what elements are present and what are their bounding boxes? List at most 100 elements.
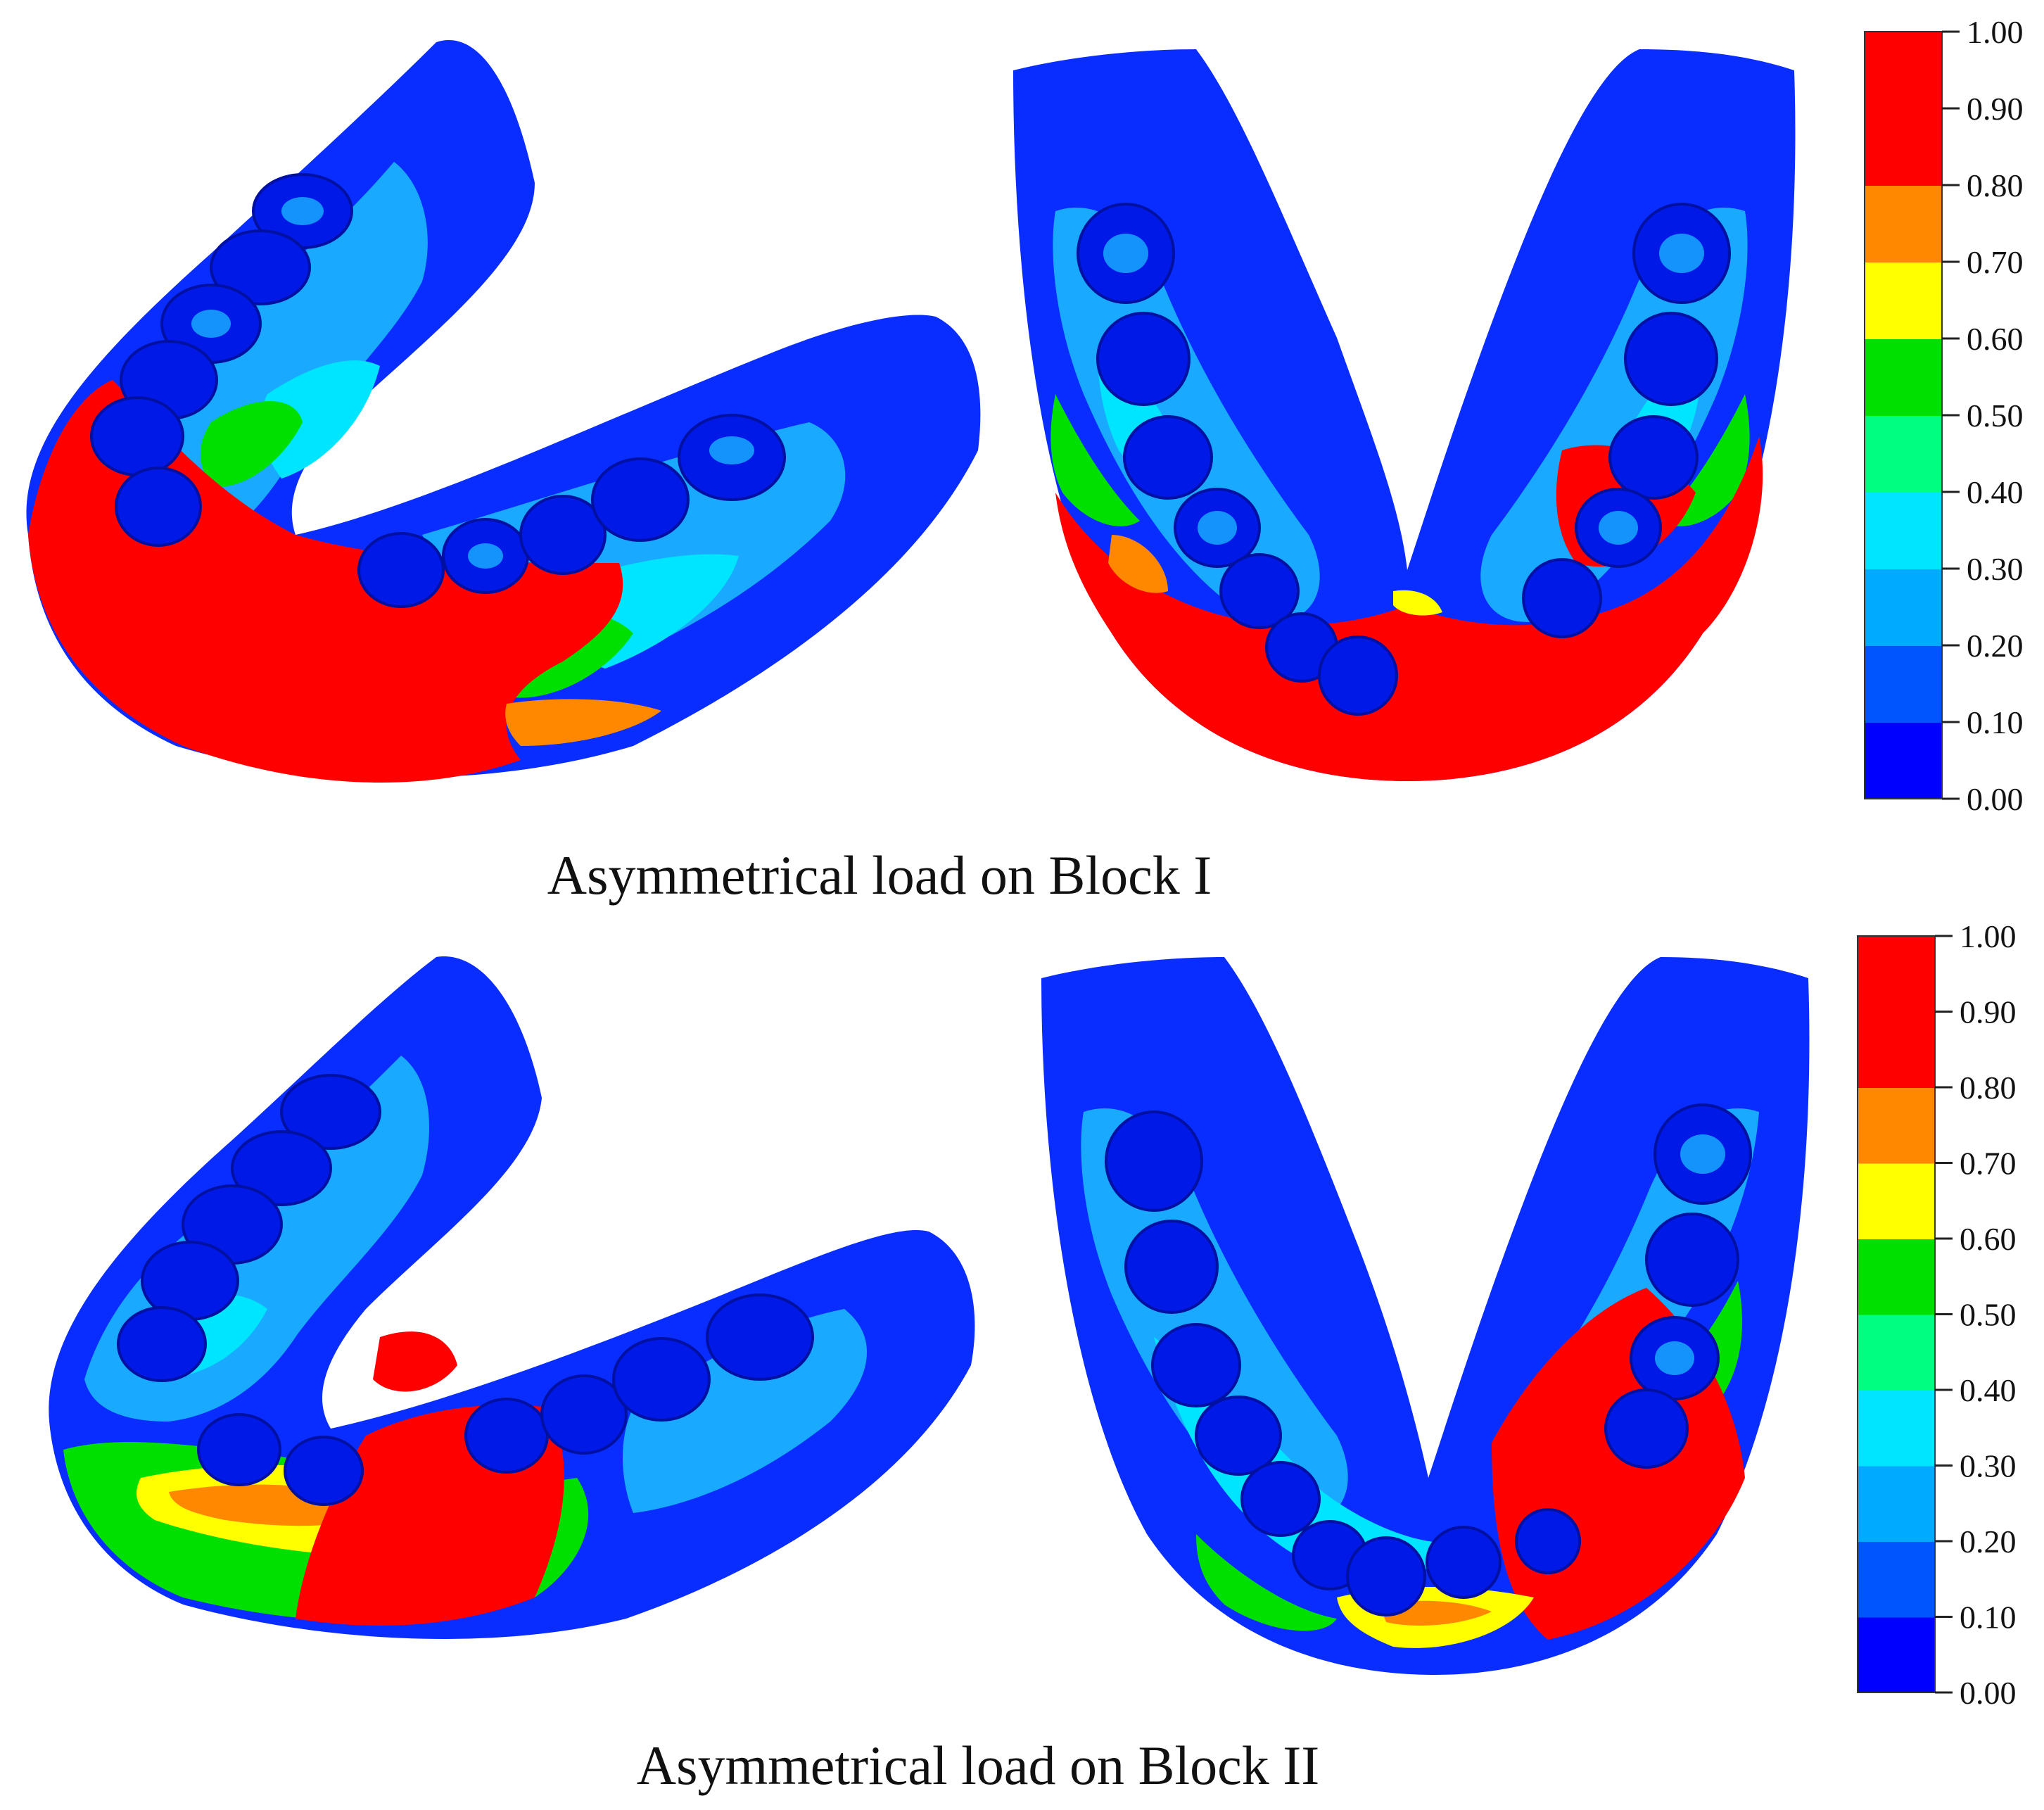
tooth	[197, 1413, 281, 1486]
colorbar-swatch	[1865, 338, 1942, 416]
colorbar-tick-label: 0.70	[1960, 1146, 2017, 1182]
panel-block-2: 1.00 0.90 0.80 0.70 0.60 0.50 0.40 0.30 0.20 0.10…	[49, 918, 2017, 1796]
panel-block-1: 1.00 0.90 0.80 0.70 0.60 0.50 0.40 0.30 0.20 0.10…	[26, 14, 2024, 906]
colorbar-ticks: 1.00 0.90 0.80 0.70 0.60 0.50 0.40 0.30 0.20 0.10…	[1942, 14, 2024, 817]
colorbar-swatch	[1858, 1011, 1935, 1088]
colorbar-swatch	[1858, 1465, 1935, 1542]
region-green	[1050, 394, 1140, 526]
colorbar-tick-label: 0.10	[1960, 1600, 2017, 1635]
panel-caption: Asymmetrical load on Block II	[637, 1735, 1319, 1796]
colorbar-swatches	[1858, 936, 1935, 1693]
colorbar-tick-label: 0.10	[1967, 704, 2024, 740]
colorbar-tick-label: 0.80	[1967, 167, 2024, 203]
region-orange	[1108, 535, 1168, 593]
tooth	[612, 1337, 711, 1422]
colorbar-swatch	[1858, 1087, 1935, 1164]
region-yellow	[1393, 590, 1442, 616]
oblique-splint-model	[26, 39, 981, 783]
tooth	[1219, 553, 1300, 629]
colorbar-swatches	[1865, 32, 1942, 799]
colorbar-tick-label: 0.20	[1967, 628, 2024, 664]
tooth	[280, 1074, 381, 1150]
tooth	[1515, 1508, 1581, 1574]
colorbar-swatch	[1858, 1541, 1935, 1618]
colorbar-ticks: 1.00 0.90 0.80 0.70 0.60 0.50 0.40 0.30 0.20 0.10…	[1935, 918, 2017, 1711]
tooth	[464, 1398, 549, 1474]
tooth	[706, 1293, 814, 1381]
colorbar-tick-label: 0.00	[1960, 1675, 2017, 1711]
tooth	[115, 467, 202, 547]
colorbar-swatch	[1858, 1390, 1935, 1467]
colorbar-swatch	[1858, 1314, 1935, 1391]
region-red-2	[373, 1331, 457, 1392]
occlusal-splint-model	[1013, 49, 1796, 781]
occlusal-splint-model	[1041, 957, 1810, 1675]
tooth	[284, 1436, 364, 1506]
region-cyan	[260, 360, 380, 479]
colorbar-tick-label: 1.00	[1960, 918, 2017, 954]
tooth	[1096, 312, 1191, 406]
tooth	[1604, 1388, 1689, 1469]
colorbar-tick-label: 0.30	[1967, 551, 2024, 587]
colorbar: 1.00 0.90 0.80 0.70 0.60 0.50 0.40 0.30 0.20 0.10…	[1857, 918, 2017, 1711]
region-light-blue-2	[1480, 208, 1748, 622]
colorbar-swatch	[1865, 722, 1942, 799]
colorbar-tick-label: 0.30	[1960, 1448, 2017, 1484]
region-light-blue	[1081, 1108, 1348, 1523]
region-orange	[505, 699, 661, 746]
tooth	[1645, 1213, 1739, 1307]
colorbar-swatch	[1865, 262, 1942, 339]
colorbar-swatch	[1865, 645, 1942, 723]
colorbar-tick-label: 0.60	[1967, 321, 2024, 357]
colorbar-tick-label: 0.80	[1960, 1070, 2017, 1106]
tooth	[540, 1374, 628, 1455]
tooth	[1240, 1461, 1321, 1537]
colorbar-tick-label: 0.50	[1967, 398, 2024, 433]
tooth	[1426, 1526, 1502, 1599]
tooth	[1522, 558, 1602, 638]
colorbar: 1.00 0.90 0.80 0.70 0.60 0.50 0.40 0.30 0.20 0.10…	[1864, 14, 2024, 817]
tooth	[1195, 1396, 1282, 1476]
region-green	[201, 401, 303, 487]
tooth	[117, 1306, 207, 1382]
colorbar-tick-label: 1.00	[1967, 14, 2024, 50]
tooth	[231, 1130, 332, 1206]
tooth	[1624, 312, 1718, 406]
colorbar-tick-label: 0.20	[1960, 1524, 2017, 1559]
colorbar-swatch	[1865, 569, 1942, 646]
tooth	[90, 396, 184, 476]
teeth-row	[1105, 1103, 1752, 1616]
panel-caption: Asymmetrical load on Block I	[547, 844, 1212, 906]
colorbar-tick-label: 0.40	[1960, 1372, 2017, 1408]
colorbar-swatch	[1858, 1239, 1935, 1315]
colorbar-tick-label: 0.70	[1967, 244, 2024, 280]
teeth-row	[117, 1074, 814, 1506]
colorbar-tick-label: 0.90	[1967, 91, 2024, 127]
tooth	[210, 229, 311, 305]
colorbar-swatch	[1858, 936, 1935, 1013]
tooth	[1123, 415, 1213, 500]
region-green-2	[1196, 1534, 1337, 1631]
colorbar-swatch	[1865, 185, 1942, 262]
colorbar-tick-label: 0.50	[1960, 1297, 2017, 1333]
colorbar-swatch	[1865, 492, 1942, 569]
colorbar-swatch	[1865, 415, 1942, 493]
tooth	[519, 495, 607, 575]
tooth	[1318, 635, 1398, 716]
tooth	[1608, 415, 1699, 500]
colorbar-tick-label: 0.40	[1967, 474, 2024, 510]
colorbar-tick-label: 0.90	[1960, 994, 2017, 1030]
oblique-splint-model	[49, 956, 975, 1639]
tooth	[1151, 1323, 1241, 1407]
tooth	[591, 457, 690, 542]
region-green-2	[1661, 394, 1750, 526]
colorbar-swatch	[1858, 1163, 1935, 1239]
colorbar-swatch	[1865, 108, 1942, 186]
colorbar-swatch	[1865, 32, 1942, 109]
colorbar-tick-label: 0.00	[1967, 781, 2024, 817]
colorbar-swatch	[1858, 1616, 1935, 1693]
tooth	[1346, 1536, 1426, 1616]
tooth	[1105, 1110, 1203, 1212]
tooth	[357, 532, 445, 608]
